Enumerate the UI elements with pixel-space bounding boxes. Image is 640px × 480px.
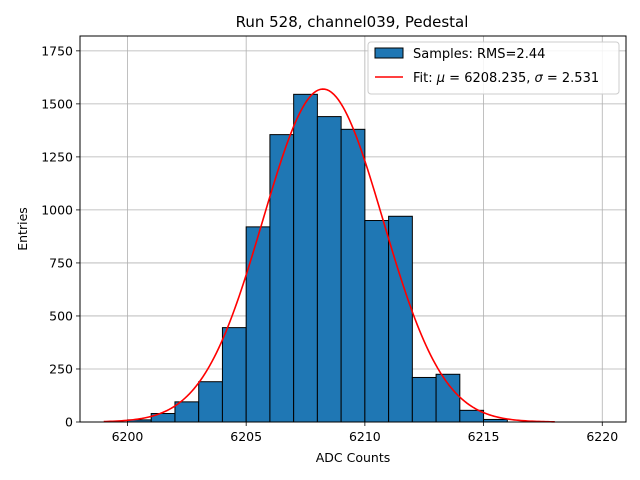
y-tick-label: 250 bbox=[49, 361, 73, 376]
y-tick-label: 1750 bbox=[41, 43, 73, 58]
y-tick-label: 0 bbox=[65, 415, 73, 430]
histogram-bar bbox=[174, 401, 200, 423]
legend: Samples: RMS=2.44 Fit: μ = 6208.235, σ =… bbox=[367, 41, 620, 95]
y-tick-label: 1000 bbox=[41, 202, 73, 217]
y-tick-label: 1250 bbox=[41, 149, 73, 164]
x-axis-ticks: 6200 6205 6210 6215 6220 bbox=[112, 422, 618, 444]
histogram-bar bbox=[388, 215, 413, 423]
x-tick-label: 6215 bbox=[468, 429, 500, 444]
histogram-bar bbox=[245, 226, 271, 423]
histogram-bar bbox=[221, 327, 247, 423]
histogram-bar bbox=[340, 128, 366, 423]
legend-frame bbox=[367, 41, 620, 95]
x-tick-label: 6205 bbox=[230, 429, 262, 444]
legend-histogram-swatch bbox=[374, 47, 404, 59]
fit-curve bbox=[103, 88, 555, 423]
legend-histogram-label: Samples: RMS=2.44 bbox=[413, 47, 545, 62]
y-tick-label: 750 bbox=[49, 255, 73, 270]
y-axis-ticks: 0 250 500 750 1000 1250 1500 1750 bbox=[41, 43, 80, 430]
legend-fit-suffix: = 2.531 bbox=[543, 71, 599, 86]
plot-area bbox=[79, 35, 627, 423]
histogram-bar bbox=[316, 116, 342, 423]
legend-fit-sigma: σ bbox=[535, 71, 544, 86]
histogram-bar bbox=[269, 134, 295, 423]
histogram-bar bbox=[411, 376, 437, 423]
legend-fit-mid: = 6208.235, bbox=[445, 71, 534, 86]
legend-fit-mu: μ bbox=[436, 71, 445, 86]
chart-title: Run 528, channel039, Pedestal bbox=[236, 13, 469, 31]
x-tick-label: 6200 bbox=[112, 429, 144, 444]
x-axis-label: ADC Counts bbox=[316, 450, 391, 465]
histogram-bar bbox=[435, 373, 461, 423]
legend-fit-prefix: Fit: bbox=[413, 71, 437, 86]
histogram-bar bbox=[198, 381, 223, 423]
histogram-bar bbox=[293, 93, 318, 423]
legend-fit-label: Fit: μ = 6208.235, σ = 2.531 bbox=[413, 71, 599, 86]
histogram-bar bbox=[364, 220, 390, 423]
histogram-bar bbox=[459, 409, 485, 423]
axes-frame bbox=[79, 35, 627, 423]
y-axis-label: Entries bbox=[15, 207, 30, 251]
x-tick-label: 6220 bbox=[586, 429, 618, 444]
y-tick-label: 500 bbox=[49, 308, 73, 323]
x-tick-label: 6210 bbox=[349, 429, 381, 444]
histogram-bars bbox=[126, 93, 508, 423]
y-tick-label: 1500 bbox=[41, 96, 73, 111]
